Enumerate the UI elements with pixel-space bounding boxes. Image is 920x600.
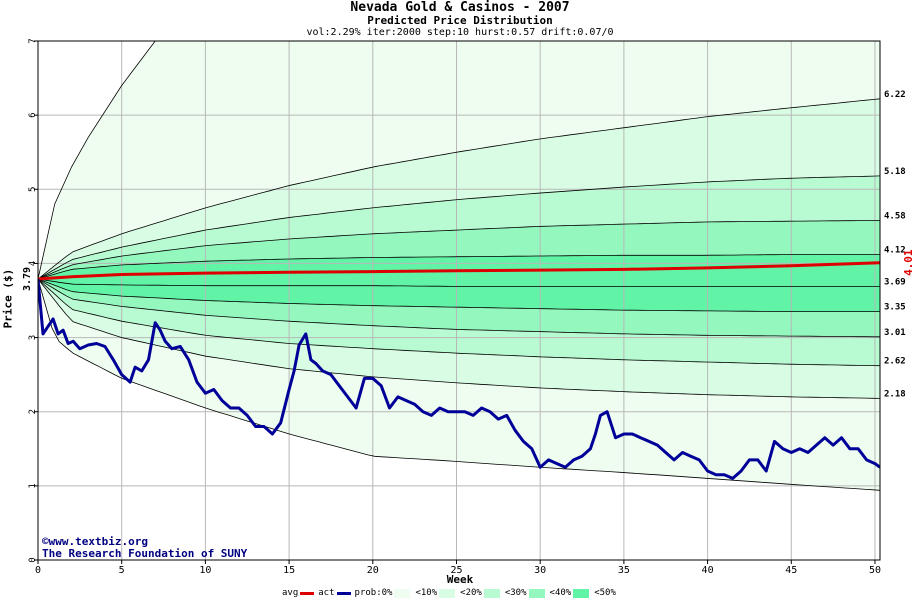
probability-bands	[38, 41, 880, 560]
avg-final-label: 4.01	[902, 249, 915, 276]
right-value-label-3.69: 3.69	[884, 277, 906, 287]
legend-band-label-1: <10%	[415, 588, 438, 598]
x-tick-label-40: 40	[702, 565, 714, 576]
x-tick-label-25: 25	[450, 565, 462, 576]
legend-band-label-4: <40%	[549, 588, 572, 598]
legend-band-swatch-2	[439, 588, 456, 598]
chart-parameters: vol:2.29% iter:2000 step:10 hurst:0.57 d…	[306, 27, 614, 38]
start-price-label: 3.79	[22, 267, 33, 291]
y-axis-label: Price ($)	[1, 268, 15, 329]
y-tick-label-7: 7	[28, 38, 38, 43]
data-series	[38, 261, 880, 480]
legend-band-swatch-1	[394, 588, 411, 598]
chart-title: Nevada Gold & Casinos - 2007	[350, 0, 570, 15]
x-tick-label-5: 5	[119, 565, 125, 576]
chart-subtitle: Predicted Price Distribution	[367, 14, 553, 27]
right-value-label-5.18: 5.18	[884, 167, 906, 177]
right-value-label-2.62: 2.62	[884, 357, 906, 367]
legend-band-swatch-4	[528, 588, 545, 598]
x-tick-label-10: 10	[199, 565, 211, 576]
x-tick-label-30: 30	[534, 565, 546, 576]
series-line-act	[38, 278, 880, 480]
legend-act-label: act	[318, 588, 335, 598]
y-tick-label-5: 5	[28, 187, 38, 192]
series-line-avg	[38, 261, 880, 281]
x-axis-label: Week	[446, 573, 474, 586]
legend-act-line	[336, 591, 351, 595]
right-value-label-6.22: 6.22	[884, 90, 906, 100]
quantile-curve-lower-10	[38, 278, 880, 367]
legend-band-swatch-3	[483, 588, 500, 598]
credit-organization: The Research Foundation of SUNY	[42, 547, 248, 560]
quantile-curve-lower-5	[38, 278, 880, 399]
credit-website: ©www.textbiz.org	[42, 535, 148, 548]
x-tick-label-45: 45	[785, 565, 797, 576]
legend-prob-label: prob:0%	[354, 588, 393, 598]
x-tick-label-15: 15	[283, 565, 295, 576]
quantile-curves	[38, 41, 880, 491]
quantile-curve-upper-90	[38, 98, 880, 280]
right-value-label-3.35: 3.35	[884, 303, 906, 313]
y-tick-label-2: 2	[28, 409, 38, 414]
plot-frame	[37, 40, 881, 561]
quantile-curve-upper-80	[38, 175, 880, 280]
quantile-curve-lower-30	[38, 278, 880, 313]
y-tick-label-1: 1	[28, 483, 38, 488]
quantile-curve-upper-outer	[38, 41, 156, 280]
quantile-curve-lower-40	[38, 278, 880, 287]
x-tick-label-35: 35	[618, 565, 630, 576]
x-tick-label-50: 50	[869, 565, 881, 576]
x-tick-label-20: 20	[367, 565, 379, 576]
legend: avg act prob:0% <10% <20% <30% <40% <50%	[282, 588, 616, 598]
tick-labels: 0 5 10 15 20 25 30 35 40 45 50012345673.796.225.18…	[22, 38, 915, 576]
legend-avg-line	[300, 591, 315, 595]
right-value-label-2.18: 2.18	[884, 389, 906, 399]
quantile-curve-upper-60	[38, 254, 880, 280]
legend-band-label-3: <30%	[504, 588, 527, 598]
right-value-label-4.58: 4.58	[884, 211, 906, 221]
legend-band-label-2: <20%	[460, 588, 482, 598]
y-tick-label-4: 4	[28, 261, 38, 266]
x-tick-label-0: 0	[35, 565, 41, 576]
y-tick-label-3: 3	[28, 335, 38, 340]
quantile-curve-lower-20	[38, 278, 880, 338]
right-value-label-4.12: 4.12	[884, 246, 906, 256]
quantile-curve-lower-outer	[38, 278, 880, 491]
quantile-curve-upper-70	[38, 220, 880, 280]
legend-band-swatch-5	[573, 588, 590, 598]
axes	[34, 40, 881, 564]
y-tick-label-6: 6	[28, 112, 38, 117]
y-tick-label-0: 0	[28, 557, 38, 562]
right-value-label-3.01: 3.01	[884, 328, 906, 338]
legend-avg-label: avg	[282, 588, 299, 598]
legend-band-label-5: <50%	[594, 588, 616, 598]
